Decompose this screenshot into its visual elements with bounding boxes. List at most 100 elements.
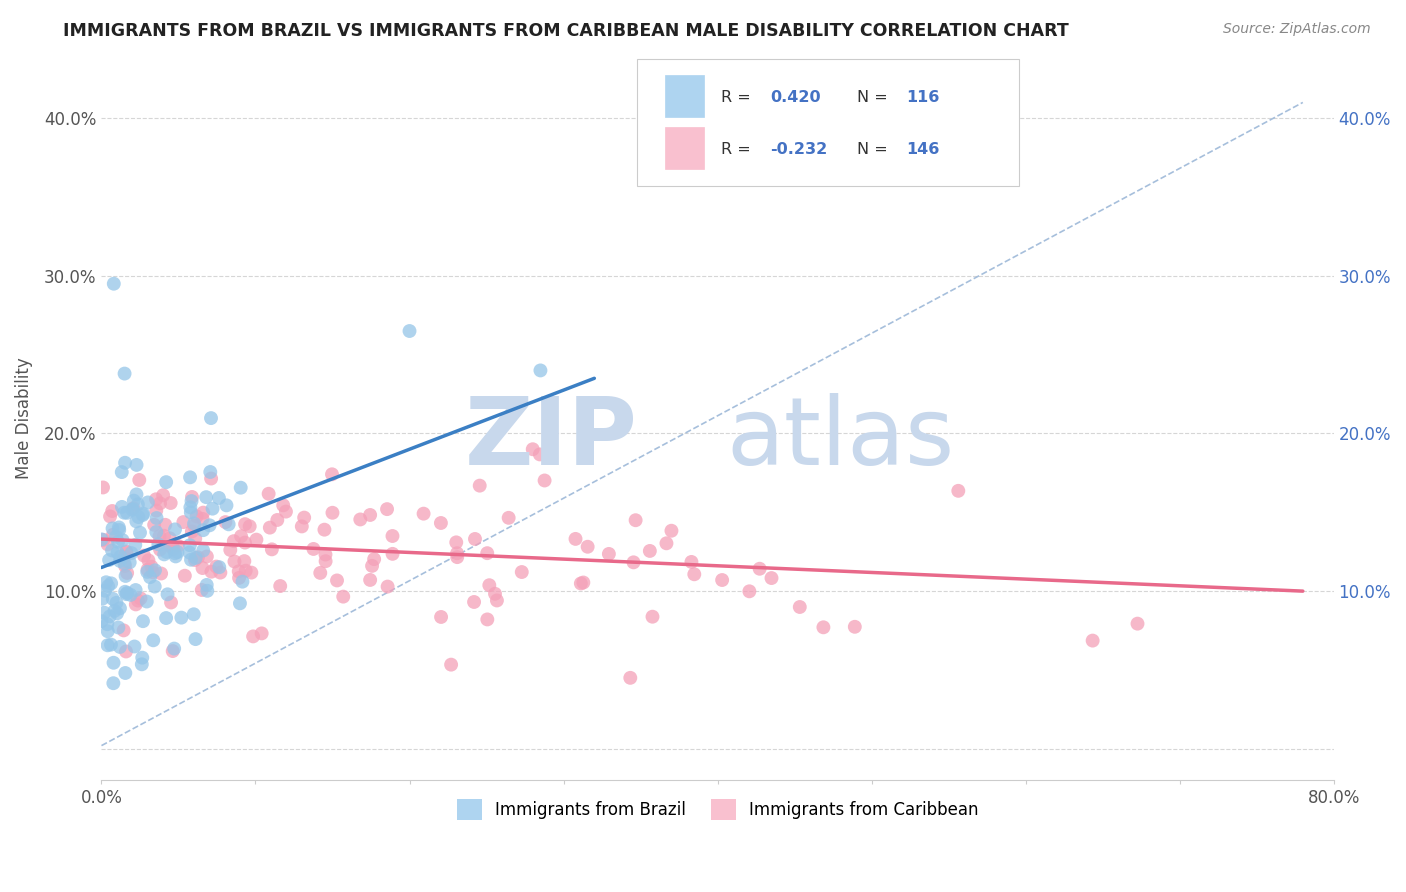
Point — [198, 518, 221, 533]
Point — [101, 521, 124, 535]
Point — [136, 565, 159, 579]
Point — [160, 595, 183, 609]
Point — [149, 542, 172, 557]
Point — [100, 576, 122, 591]
Point — [93, 533, 115, 547]
Point — [738, 584, 761, 599]
Point — [167, 539, 190, 553]
Point — [108, 640, 131, 654]
Point — [136, 563, 159, 577]
Point — [103, 277, 125, 291]
Point — [179, 500, 201, 515]
Point — [183, 607, 205, 622]
Point — [179, 470, 201, 484]
Point — [101, 528, 124, 542]
Point — [235, 564, 257, 578]
Point — [155, 545, 177, 559]
Point — [114, 584, 136, 599]
Point — [233, 535, 256, 549]
Point — [623, 555, 645, 569]
Point — [377, 580, 399, 594]
Point — [683, 567, 706, 582]
Point — [245, 533, 267, 547]
Point — [152, 488, 174, 502]
Point — [205, 559, 228, 574]
Point — [430, 610, 453, 624]
Point — [93, 606, 115, 620]
Point — [184, 632, 207, 646]
FancyBboxPatch shape — [665, 75, 704, 117]
Point — [195, 490, 218, 504]
Point — [179, 545, 201, 559]
Point — [103, 676, 125, 690]
Text: IMMIGRANTS FROM BRAZIL VS IMMIGRANTS FROM CARIBBEAN MALE DISABILITY CORRELATION : IMMIGRANTS FROM BRAZIL VS IMMIGRANTS FRO… — [63, 22, 1069, 40]
Point — [94, 583, 117, 598]
Point — [844, 620, 866, 634]
FancyBboxPatch shape — [637, 59, 1019, 186]
Point — [148, 537, 170, 551]
Point — [1126, 616, 1149, 631]
Point — [314, 548, 336, 562]
Point — [105, 607, 128, 621]
Point — [148, 529, 170, 543]
Point — [107, 620, 129, 634]
Point — [122, 493, 145, 508]
Point — [180, 494, 202, 508]
Point — [142, 633, 165, 648]
Point — [478, 578, 501, 592]
Point — [122, 501, 145, 516]
Point — [321, 467, 343, 482]
Point — [326, 574, 349, 588]
Point — [240, 566, 263, 580]
Point — [105, 530, 128, 544]
Point — [114, 557, 136, 571]
Text: Source: ZipAtlas.com: Source: ZipAtlas.com — [1223, 22, 1371, 37]
Point — [529, 363, 551, 377]
Point — [111, 465, 134, 479]
Point — [239, 519, 262, 533]
Point — [145, 524, 167, 539]
Point — [257, 487, 280, 501]
Point — [228, 565, 250, 579]
Point — [711, 573, 734, 587]
Point — [180, 553, 202, 567]
Point — [463, 595, 485, 609]
Point — [208, 560, 231, 574]
Point — [124, 538, 146, 552]
Point — [125, 458, 148, 472]
Point — [103, 604, 125, 618]
Point — [231, 574, 253, 589]
Point — [131, 657, 153, 672]
Point — [619, 671, 641, 685]
Legend: Immigrants from Brazil, Immigrants from Caribbean: Immigrants from Brazil, Immigrants from … — [450, 793, 986, 826]
Point — [136, 495, 159, 509]
Point — [145, 492, 167, 507]
Point — [641, 609, 664, 624]
Point — [259, 520, 281, 534]
Point — [250, 626, 273, 640]
Text: atlas: atlas — [727, 393, 955, 485]
Point — [91, 480, 114, 494]
Point — [115, 506, 138, 520]
Point — [170, 610, 193, 624]
Point — [446, 550, 468, 565]
Point — [141, 559, 163, 574]
Point — [224, 554, 246, 568]
Point — [381, 547, 404, 561]
Point — [97, 638, 120, 652]
Point — [446, 535, 468, 549]
Point — [162, 542, 184, 557]
Point — [132, 507, 155, 521]
Point — [222, 534, 245, 549]
Point — [139, 570, 162, 584]
Point — [464, 532, 486, 546]
Point — [242, 629, 264, 643]
Point — [661, 524, 683, 538]
Point — [477, 546, 499, 560]
Point — [381, 529, 404, 543]
Point — [121, 503, 143, 517]
Point — [129, 591, 152, 606]
Point — [112, 550, 135, 565]
Point — [138, 553, 160, 567]
Point — [180, 505, 202, 519]
